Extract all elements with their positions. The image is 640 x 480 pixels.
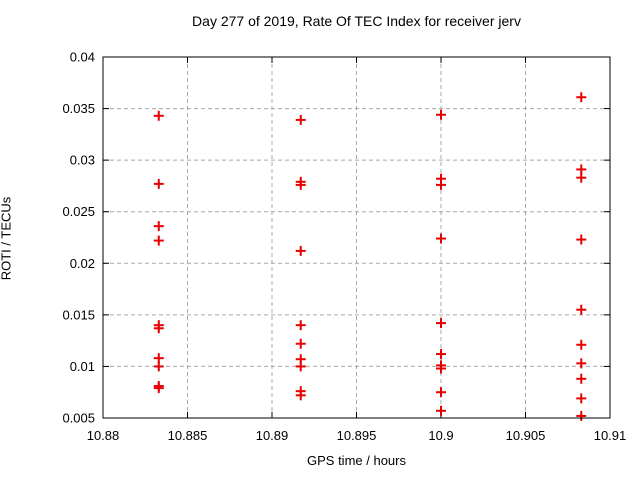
chart-title: Day 277 of 2019, Rate Of TEC Index for r… [192, 13, 521, 29]
x-tick-label: 10.89 [256, 428, 289, 443]
data-point-marker [295, 245, 306, 256]
data-point-marker [436, 233, 446, 244]
data-point-marker [153, 383, 164, 394]
tick-marks [102, 56, 611, 419]
data-point-marker [295, 114, 306, 125]
data-point-marker [576, 393, 587, 404]
data-point-marker [153, 110, 164, 121]
data-point-marker [436, 318, 446, 329]
y-tick-label: 0.04 [70, 50, 95, 65]
y-tick-label: 0.035 [62, 101, 95, 116]
x-tick-label: 10.885 [168, 428, 208, 443]
data-point-marker [295, 338, 306, 349]
data-points [153, 92, 587, 421]
data-point-marker [153, 221, 164, 232]
data-point-marker [436, 363, 446, 374]
x-tick-label: 10.88 [87, 428, 120, 443]
data-point-marker [436, 109, 446, 120]
y-tick-label: 0.015 [62, 307, 95, 322]
x-tick-label: 10.905 [506, 428, 546, 443]
data-point-marker [576, 410, 587, 421]
data-point-marker [436, 179, 446, 190]
x-axis-label: GPS time / hours [307, 453, 406, 468]
x-tick-label: 10.9 [428, 428, 453, 443]
data-point-marker [295, 179, 306, 190]
x-tick-label: 10.895 [337, 428, 377, 443]
data-point-marker [295, 320, 306, 331]
data-point-marker [295, 361, 306, 372]
data-point-marker [436, 349, 446, 360]
data-point-marker [153, 323, 164, 334]
data-point-marker [576, 373, 587, 384]
data-point-marker [153, 235, 164, 246]
y-tick-label: 0.03 [70, 153, 95, 168]
x-tick-label: 10.91 [594, 428, 627, 443]
data-point-marker [576, 92, 587, 103]
data-point-marker [295, 390, 306, 401]
plot-border [102, 56, 611, 419]
y-tick-label: 0.005 [62, 411, 95, 426]
data-point-marker [576, 304, 587, 315]
data-point-marker [576, 339, 587, 350]
y-tick-label: 0.025 [62, 204, 95, 219]
tick-labels: 10.88 10.885 10.89 10.895 10.9 10.905 10.91 0.0… [62, 50, 626, 444]
data-point-marker [436, 387, 446, 398]
data-point-marker [153, 178, 164, 189]
data-point-marker [436, 405, 446, 416]
data-point-marker [576, 172, 587, 183]
y-tick-label: 0.02 [70, 256, 95, 271]
data-point-marker [576, 234, 587, 245]
y-tick-label: 0.01 [70, 359, 95, 374]
data-point-marker [576, 358, 587, 369]
data-point-marker [153, 361, 164, 372]
grid-lines [103, 57, 610, 418]
